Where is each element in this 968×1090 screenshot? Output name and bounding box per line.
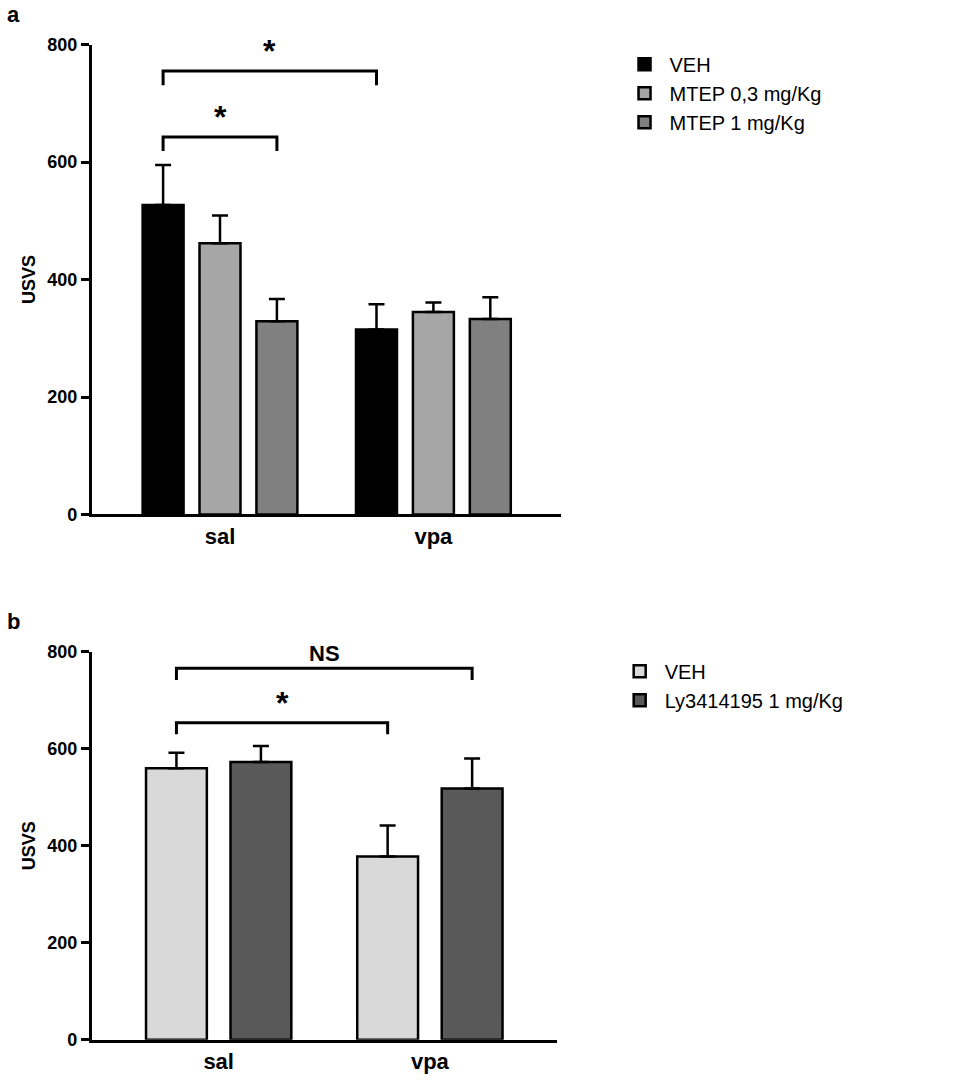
svg-text:VEH: VEH: [665, 661, 706, 683]
svg-text:*: *: [263, 33, 276, 69]
svg-text:200: 200: [47, 387, 77, 407]
svg-text:a: a: [7, 2, 20, 27]
svg-text:0: 0: [67, 1030, 77, 1050]
svg-text:*: *: [276, 685, 289, 721]
svg-text:*: *: [214, 99, 227, 135]
svg-text:600: 600: [47, 152, 77, 172]
svg-text:800: 800: [47, 35, 77, 55]
svg-text:0: 0: [67, 505, 77, 525]
svg-text:vpa: vpa: [411, 1049, 450, 1074]
svg-text:MTEP 1 mg/Kg: MTEP 1 mg/Kg: [670, 112, 805, 134]
svg-text:200: 200: [47, 933, 77, 953]
svg-text:MTEP 0,3 mg/Kg: MTEP 0,3 mg/Kg: [670, 83, 822, 105]
svg-text:400: 400: [47, 270, 77, 290]
svg-text:Ly3414195 1 mg/Kg: Ly3414195 1 mg/Kg: [665, 690, 843, 712]
svg-text:800: 800: [47, 642, 77, 662]
svg-text:600: 600: [47, 739, 77, 759]
svg-text:USVS: USVS: [19, 255, 39, 304]
svg-text:400: 400: [47, 836, 77, 856]
svg-text:vpa: vpa: [414, 524, 453, 549]
svg-text:sal: sal: [205, 524, 236, 549]
svg-text:VEH: VEH: [670, 54, 711, 76]
svg-text:NS: NS: [309, 641, 340, 666]
svg-text:b: b: [7, 609, 20, 634]
svg-text:USVS: USVS: [19, 821, 39, 870]
svg-text:sal: sal: [203, 1049, 234, 1074]
